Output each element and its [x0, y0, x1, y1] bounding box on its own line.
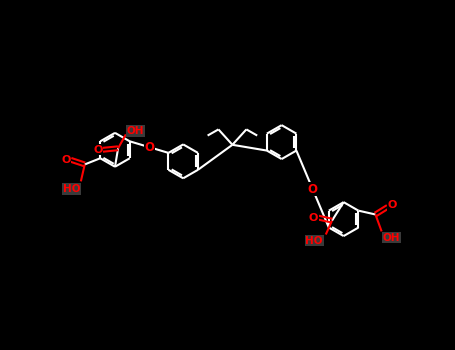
Text: O: O [93, 145, 103, 155]
Text: O: O [308, 212, 318, 223]
Text: HO: HO [63, 184, 81, 194]
Text: O: O [308, 183, 318, 196]
Text: HO: HO [305, 236, 323, 246]
Text: OH: OH [383, 233, 400, 243]
Text: OH: OH [126, 126, 144, 136]
Text: O: O [61, 155, 71, 165]
Text: O: O [144, 141, 154, 154]
Text: O: O [388, 200, 397, 210]
